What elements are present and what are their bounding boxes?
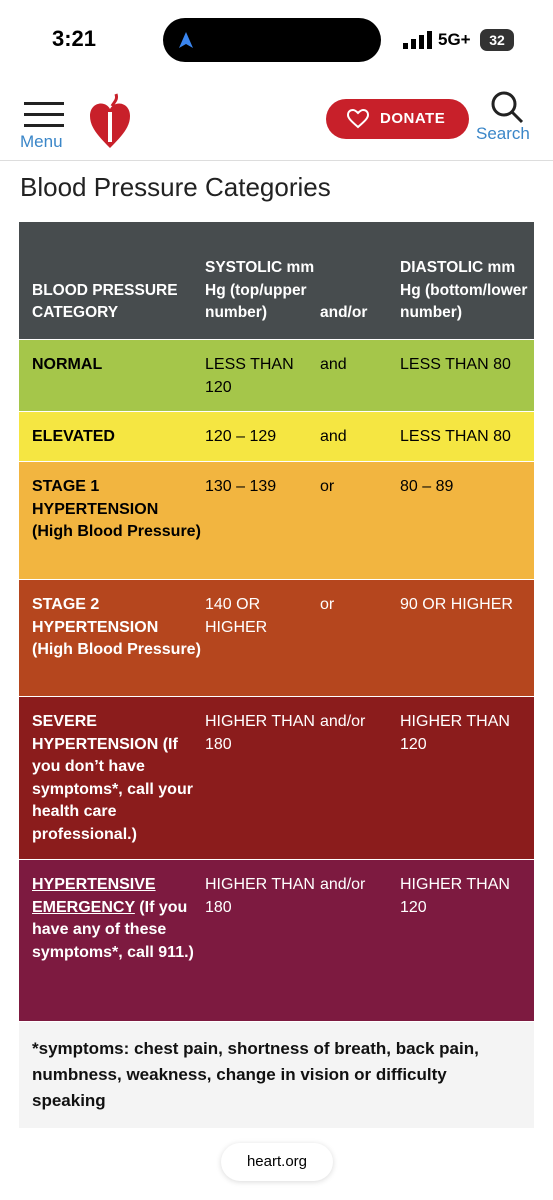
systolic-cell: LESS THAN 120 — [205, 356, 294, 396]
category-cell: NORMAL — [19, 340, 205, 411]
diastolic-cell: 90 OR HIGHER — [400, 596, 513, 613]
category-cell: SEVERE HYPERTENSION (If you don’t have s… — [19, 697, 205, 859]
table-row: HYPERTENSIVE EMERGENCY (If you have any … — [19, 860, 534, 1022]
diastolic-cell: LESS THAN 80 — [400, 428, 511, 445]
systolic-cell: 140 OR HIGHER — [205, 596, 268, 636]
and-or-cell: and/or — [320, 713, 366, 730]
and-or-cell: and — [320, 356, 347, 373]
menu-icon[interactable] — [24, 100, 66, 130]
table-row: STAGE 1 HYPERTENSION (High Blood Pressur… — [19, 462, 534, 580]
systolic-cell: HIGHER THAN 180 — [205, 876, 315, 916]
bp-table: BLOOD PRESSURE CATEGORY SYSTOLIC mm Hg (… — [19, 222, 534, 1128]
table-row: ELEVATED 120 – 129 and LESS THAN 80 — [19, 412, 534, 462]
dynamic-island — [163, 18, 381, 62]
systolic-cell: 130 – 139 — [205, 478, 277, 495]
location-icon — [179, 32, 193, 48]
search-icon[interactable] — [490, 90, 524, 124]
category-link[interactable]: HYPERTENSIVE EMERGENCY — [32, 876, 156, 916]
category-cell: STAGE 2 HYPERTENSION (High Blood Pressur… — [19, 580, 205, 696]
header-cell: SYSTOLIC mm Hg (top/upper number) — [205, 259, 315, 322]
category-cell: HYPERTENSIVE EMERGENCY (If you have any … — [19, 860, 205, 1021]
systolic-cell: HIGHER THAN 180 — [205, 713, 315, 753]
footnote: *symptoms: chest pain, shortness of brea… — [19, 1022, 534, 1128]
systolic-cell: 120 – 129 — [205, 428, 277, 445]
category-text: (If you have any of these symptoms*, cal… — [32, 898, 194, 961]
table-row: STAGE 2 HYPERTENSION (High Blood Pressur… — [19, 580, 534, 697]
category-text: SEVERE HYPERTENSION (If you don’t have s… — [32, 713, 193, 843]
status-time: 3:21 — [52, 26, 97, 51]
table-header: BLOOD PRESSURE CATEGORY SYSTOLIC mm Hg (… — [19, 222, 534, 340]
category-text: STAGE 2 HYPERTENSION (High Blood Pressur… — [32, 596, 201, 659]
diastolic-cell: 80 – 89 — [400, 478, 454, 495]
category-text: STAGE 1 HYPERTENSION (High Blood Pressur… — [32, 478, 201, 541]
and-or-cell: and — [320, 428, 347, 445]
url-bar[interactable]: heart.org — [221, 1143, 333, 1181]
category-text: ELEVATED — [32, 428, 115, 445]
diastolic-cell: HIGHER THAN 120 — [400, 713, 510, 753]
logo[interactable] — [88, 92, 133, 150]
table-row: NORMAL LESS THAN 120 and LESS THAN 80 — [19, 340, 534, 412]
menu-label[interactable]: Menu — [20, 132, 63, 151]
category-cell: ELEVATED — [19, 412, 205, 461]
header-cell: and/or — [320, 304, 368, 322]
heart-icon — [347, 109, 369, 129]
table-row: SEVERE HYPERTENSION (If you don’t have s… — [19, 697, 534, 860]
divider — [0, 160, 553, 161]
diastolic-cell: LESS THAN 80 — [400, 356, 511, 373]
header-cell: DIASTOLIC mm Hg (bottom/lower number) — [400, 259, 528, 322]
page-title: Blood Pressure Categories — [20, 172, 331, 202]
diastolic-cell: HIGHER THAN 120 — [400, 876, 510, 916]
search-label[interactable]: Search — [476, 124, 530, 143]
network-type: 5G+ — [438, 30, 471, 49]
category-text: NORMAL — [32, 356, 103, 373]
header-cell: BLOOD PRESSURE CATEGORY — [32, 281, 178, 322]
and-or-cell: and/or — [320, 876, 366, 893]
battery: 32 — [480, 29, 514, 51]
category-cell: STAGE 1 HYPERTENSION (High Blood Pressur… — [19, 462, 205, 579]
signal-icon — [403, 31, 432, 49]
and-or-cell: or — [320, 478, 335, 495]
and-or-cell: or — [320, 596, 335, 613]
table-body: NORMAL LESS THAN 120 and LESS THAN 80 ELEVAT… — [19, 340, 534, 1022]
